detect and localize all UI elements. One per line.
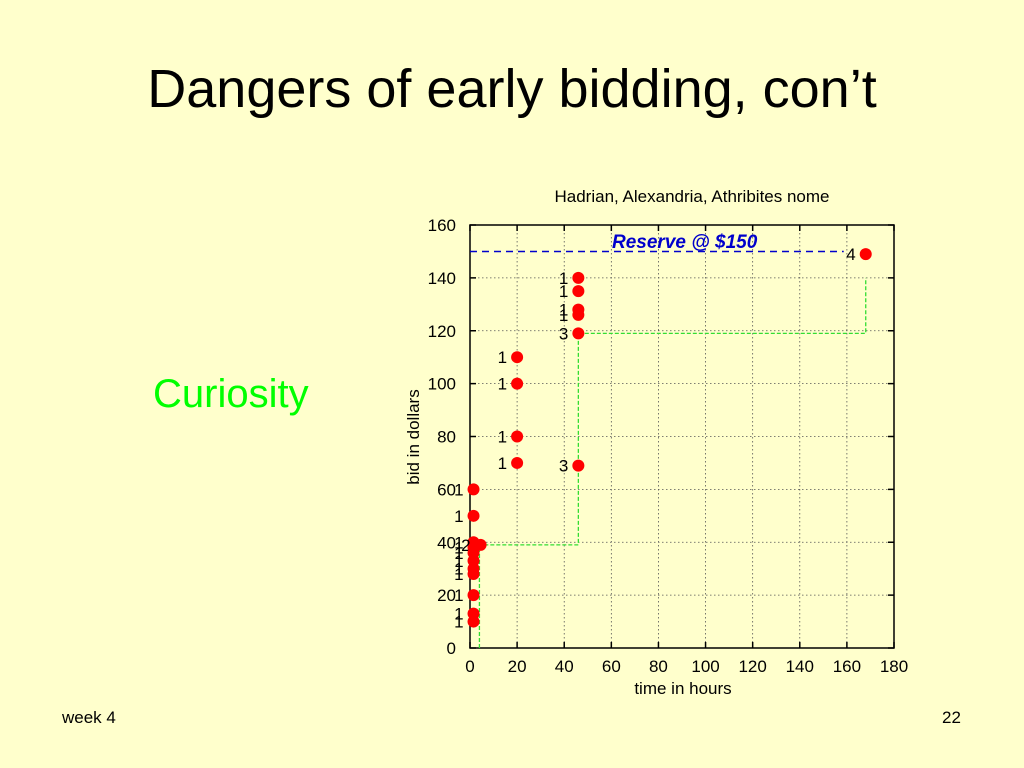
reference-lines <box>470 250 867 648</box>
curiosity-label: Curiosity <box>153 372 309 416</box>
x-tick-label: 0 <box>465 657 474 676</box>
footer-week-label: week 4 <box>62 708 116 727</box>
bid-count-label: 1 <box>454 533 463 552</box>
bid-count-label: 1 <box>498 428 507 447</box>
bid-point <box>467 589 480 602</box>
y-tick-label: 0 <box>447 639 456 658</box>
grid-lines <box>470 225 894 648</box>
y-tick-label: 140 <box>428 269 456 288</box>
bid-point <box>572 285 585 298</box>
bid-point <box>474 538 487 551</box>
bid-count-label: 1 <box>454 507 463 526</box>
y-axis-label: bid in dollars <box>404 389 423 484</box>
y-tick-label: 20 <box>437 586 456 605</box>
bid-count-label: 1 <box>498 348 507 367</box>
chart-title: Hadrian, Alexandria, Athribites nome <box>555 187 830 206</box>
bid-point <box>859 248 872 261</box>
x-tick-label: 120 <box>738 657 766 676</box>
bid-count-label: 4 <box>846 245 855 264</box>
high-bid-step-line <box>478 277 867 648</box>
x-tick-label: 80 <box>649 657 668 676</box>
bid-count-label: 1 <box>498 375 507 394</box>
x-tick-label: 100 <box>691 657 719 676</box>
bid-point <box>511 430 524 443</box>
y-tick-label: 60 <box>437 480 456 499</box>
x-tick-label: 20 <box>508 657 527 676</box>
bid-count-label: 1 <box>454 613 463 632</box>
bid-point <box>572 308 585 321</box>
bid-point <box>467 615 480 628</box>
bid-count-label: 1 <box>454 539 463 558</box>
x-tick-label: 180 <box>880 657 908 676</box>
bid-count-label: 1 <box>454 565 463 584</box>
bid-point <box>467 483 480 496</box>
bid-count-label: 1 <box>559 269 568 288</box>
bid-count-label: 1 <box>454 480 463 499</box>
bid-count-label: 1 <box>454 552 463 571</box>
bid-point <box>511 456 524 469</box>
bid-point <box>572 459 585 472</box>
y-tick-label: 120 <box>428 322 456 341</box>
x-tick-label: 160 <box>833 657 861 676</box>
reserve-label: Reserve @ $150 <box>612 232 758 253</box>
y-tick-label: 100 <box>428 375 456 394</box>
y-tick-label: 40 <box>437 533 456 552</box>
bid-count-label: 1 <box>454 605 463 624</box>
bid-point <box>467 567 480 580</box>
plot-border <box>469 224 895 649</box>
bid-count-label: 1 <box>559 306 568 325</box>
y-tick-label: 80 <box>437 428 456 447</box>
bid-point <box>511 377 524 390</box>
x-tick-label: 60 <box>602 657 621 676</box>
bid-count-label: 3 <box>559 324 568 343</box>
x-axis-label: time in hours <box>634 679 731 698</box>
bid-point <box>572 271 585 284</box>
bid-count-label: 1 <box>559 282 568 301</box>
page-number: 22 <box>942 708 961 727</box>
y-tick-label: 160 <box>428 216 456 235</box>
bid-count-label: 1 <box>498 454 507 473</box>
bid-count-label: 1 <box>454 560 463 579</box>
bid-count-label: 1 <box>454 586 463 605</box>
x-tick-label: 140 <box>786 657 814 676</box>
bid-point <box>467 509 480 522</box>
bid-count-label: 2 <box>461 536 470 555</box>
bid-count-label: 1 <box>454 544 463 563</box>
plot-frame: 0 20 40 60 80 100 120 140 160 180 0 20 40 60 80 100 120 1… <box>428 216 909 676</box>
x-tick-label: 40 <box>555 657 574 676</box>
bid-count-label: 3 <box>559 457 568 476</box>
slide-title: Dangers of early bidding, con’t <box>147 59 877 119</box>
bid-point <box>511 351 524 364</box>
bid-point <box>572 327 585 340</box>
bid-count-label: 1 <box>559 301 568 320</box>
